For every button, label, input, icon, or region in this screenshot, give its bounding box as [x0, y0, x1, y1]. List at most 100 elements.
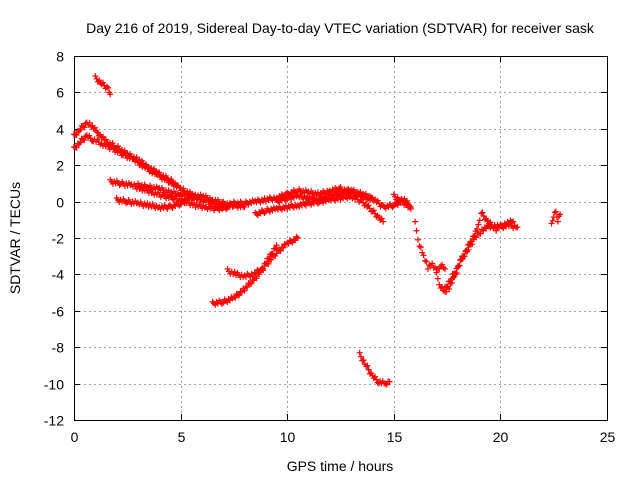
data-point: [138, 157, 145, 164]
data-point: [233, 290, 240, 297]
data-point: [118, 146, 125, 153]
data-point: [473, 225, 480, 232]
data-point: [274, 246, 281, 253]
data-point: [471, 232, 478, 239]
data-point: [212, 204, 219, 211]
x-tick-label: 5: [178, 429, 186, 445]
data-point: [344, 189, 351, 196]
data-point: [218, 300, 225, 307]
y-axis-label: SDTVAR / TECUs: [7, 182, 23, 294]
y-tick-label: 6: [56, 85, 64, 101]
data-point: [372, 196, 379, 203]
data-point: [212, 301, 219, 308]
data-point: [82, 120, 89, 127]
data-point: [173, 199, 180, 206]
data-point: [150, 165, 157, 172]
x-axis-label: GPS time / hours: [287, 458, 394, 474]
data-point: [290, 204, 297, 211]
y-tick-label: 4: [56, 122, 64, 138]
data-point: [493, 227, 500, 234]
x-tick-label: 0: [71, 429, 79, 445]
data-point: [91, 124, 98, 131]
data-point: [234, 291, 241, 298]
data-point: [201, 204, 208, 211]
data-point: [373, 376, 380, 383]
data-point: [364, 362, 371, 369]
data-point: [262, 198, 269, 205]
data-point: [549, 217, 556, 224]
data-point: [154, 204, 161, 211]
data-point: [290, 194, 297, 201]
data-point: [116, 145, 123, 152]
data-point: [402, 200, 409, 207]
data-point: [164, 205, 171, 212]
data-point: [436, 265, 443, 272]
chart-title: Day 216 of 2019, Sidereal Day-to-day VTE…: [86, 20, 595, 36]
data-point: [510, 218, 517, 225]
data-series-track-6: [134, 180, 205, 203]
data-point: [424, 265, 431, 272]
data-point: [136, 156, 143, 163]
data-point: [284, 205, 291, 212]
data-point: [398, 196, 405, 203]
data-point: [280, 194, 287, 201]
data-series-track-13: [356, 349, 393, 388]
data-series-track-7: [252, 192, 387, 225]
x-tick-label: 25: [600, 429, 616, 445]
grid-lines: [74, 56, 607, 420]
data-point: [250, 273, 257, 280]
y-tick-label: 8: [56, 49, 64, 65]
data-point: [336, 191, 343, 198]
data-point: [412, 218, 419, 225]
data-point: [324, 195, 331, 202]
data-point: [372, 373, 379, 380]
data-point: [454, 263, 461, 270]
data-point: [152, 168, 159, 175]
data-series-track-1: [92, 73, 114, 98]
data-point: [81, 137, 88, 144]
data-point: [463, 247, 470, 254]
data-point: [464, 241, 471, 248]
data-point: [230, 294, 237, 301]
data-point: [77, 139, 84, 146]
data-point: [241, 287, 248, 294]
data-point: [237, 288, 244, 295]
data-point: [288, 196, 295, 203]
data-point: [265, 255, 272, 262]
data-point: [168, 176, 175, 183]
data-point: [236, 201, 243, 208]
data-point: [417, 244, 424, 251]
data-point: [414, 236, 421, 243]
data-point: [257, 199, 264, 206]
data-point: [238, 289, 245, 296]
data-point: [344, 195, 351, 202]
data-point: [440, 287, 447, 294]
data-point: [160, 204, 167, 211]
x-tick-label: 20: [493, 429, 509, 445]
data-series: [71, 73, 564, 388]
data-point: [103, 83, 110, 90]
data-point: [304, 192, 311, 199]
data-point: [437, 285, 444, 292]
data-point: [333, 189, 340, 196]
y-tick-label: -6: [52, 304, 65, 320]
data-point: [554, 218, 561, 225]
data-point: [176, 191, 183, 198]
data-point: [282, 197, 289, 204]
data-point: [133, 200, 140, 207]
data-point: [86, 119, 93, 126]
data-point: [416, 243, 423, 250]
data-point: [356, 349, 363, 356]
data-point: [461, 253, 468, 260]
data-point: [434, 275, 441, 282]
data-point: [240, 202, 247, 209]
data-point: [92, 73, 99, 80]
data-point: [88, 137, 95, 144]
data-point: [294, 235, 301, 241]
data-point: [420, 252, 427, 259]
data-point: [260, 265, 267, 272]
data-point: [332, 197, 339, 204]
data-point: [477, 230, 484, 237]
data-point: [277, 247, 284, 254]
data-point: [362, 201, 369, 208]
